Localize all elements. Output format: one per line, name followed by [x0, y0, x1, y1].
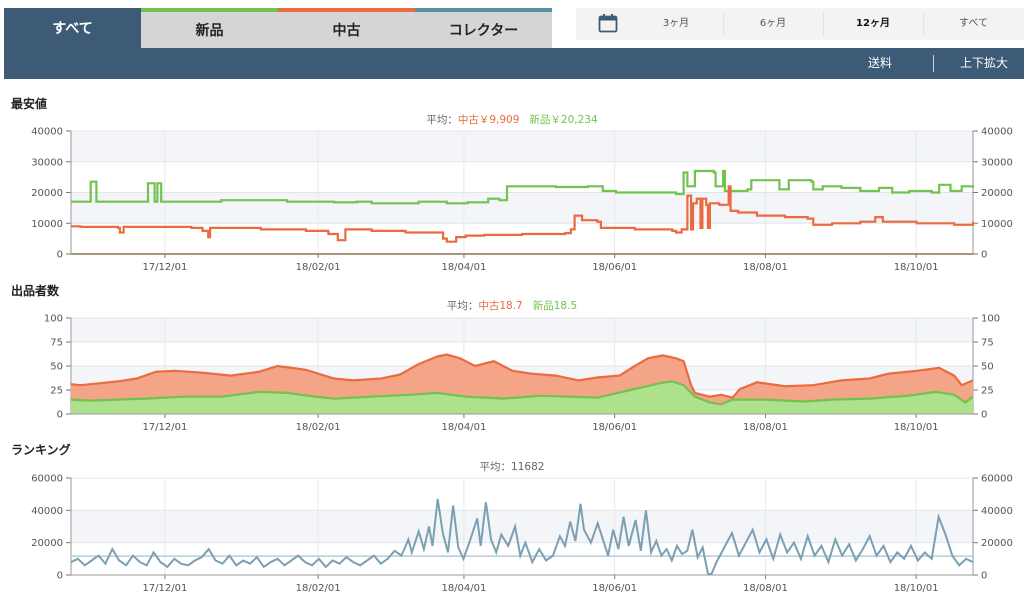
y-tick-label-right: 0 [981, 571, 987, 582]
x-tick-label: 18/08/01 [743, 583, 788, 594]
x-tick-label: 18/06/01 [592, 262, 637, 273]
x-tick-label: 18/08/01 [743, 262, 788, 273]
y-tick-label-left: 20000 [31, 188, 63, 199]
series-line-used [70, 353, 974, 399]
y-tick-label-left: 40000 [31, 506, 63, 517]
grid-band [71, 510, 973, 543]
y-tick-label-left: 50 [50, 362, 63, 373]
x-tick-label: 18/02/01 [296, 583, 341, 594]
price-average-used: 中古￥9,909 [457, 114, 520, 126]
y-tick-label-right: 40000 [981, 506, 1013, 517]
period-divider [923, 12, 924, 36]
chart-1: 0 0 25 25 50 50 75 75 100 100 17/12/01 18/02/01 18/0… [44, 314, 1000, 434]
y-tick-label-right: 20000 [981, 538, 1013, 549]
sellers-average: 平均：中古18.7 新品18.5 [0, 298, 1024, 313]
chart-2: 0 0 20000 20000 40000 40000 60000 60000 17/12/01… [31, 474, 1013, 595]
y-tick-label-left: 30000 [31, 157, 63, 168]
tab-1[interactable]: 新品 [141, 8, 278, 48]
x-tick-label: 17/12/01 [142, 583, 187, 594]
period-selector: 3ヶ月 6ヶ月 12ヶ月 すべて [576, 8, 1024, 40]
grid-band [71, 192, 973, 224]
price-average-new: 新品￥20,234 [529, 114, 598, 126]
x-tick-label: 18/10/01 [894, 422, 939, 433]
x-tick-label: 18/06/01 [592, 583, 637, 594]
y-tick-label-right: 50 [981, 362, 994, 373]
y-tick-label-left: 60000 [31, 474, 63, 485]
x-tick-label: 18/04/01 [441, 583, 486, 594]
y-tick-label-right: 100 [981, 314, 1000, 325]
y-tick-label-left: 25 [50, 386, 63, 397]
ranking-average-prefix: 平均： [479, 461, 512, 473]
x-tick-label: 18/10/01 [894, 583, 939, 594]
sellers-average-new: 新品18.5 [532, 300, 578, 312]
grid-band [71, 318, 973, 342]
x-tick-label: 18/04/01 [441, 262, 486, 273]
series-line-ranking [70, 498, 974, 576]
ranking-chart-title: ランキング [11, 443, 71, 457]
calendar-icon[interactable] [598, 13, 618, 33]
y-tick-label-left: 0 [57, 571, 63, 582]
tab-3[interactable]: コレクター [415, 8, 552, 48]
y-tick-label-right: 10000 [981, 219, 1013, 230]
y-tick-label-right: 60000 [981, 474, 1013, 485]
period-divider [823, 12, 824, 36]
price-average-prefix: 平均： [426, 114, 458, 126]
x-tick-label: 18/08/01 [743, 422, 788, 433]
period-divider [723, 12, 724, 36]
tab-2[interactable]: 中古 [278, 8, 415, 48]
y-tick-label-left: 20000 [31, 538, 63, 549]
y-tick-label-left: 10000 [31, 219, 63, 230]
x-tick-label: 18/02/01 [296, 422, 341, 433]
y-tick-label-right: 20000 [981, 188, 1013, 199]
options-bar: 送料 上下拡大 [4, 48, 1024, 79]
x-tick-label: 17/12/01 [142, 422, 187, 433]
x-tick-label: 18/04/01 [441, 422, 486, 433]
ranking-average-value: 11682 [511, 461, 545, 473]
y-tick-label-left: 40000 [31, 127, 63, 138]
x-tick-label: 17/12/01 [142, 262, 187, 273]
price-average: 平均：中古￥9,909 新品￥20,234 [0, 112, 1024, 127]
x-tick-label: 18/10/01 [894, 262, 939, 273]
options-divider [933, 55, 934, 72]
series-line-new [71, 169, 975, 205]
y-tick-label-right: 0 [981, 250, 987, 261]
sellers-average-prefix: 平均： [446, 300, 479, 312]
x-tick-label: 18/02/01 [296, 262, 341, 273]
x-tick-label: 18/06/01 [592, 422, 637, 433]
y-tick-label-right: 25 [981, 386, 994, 397]
series-line-new [70, 380, 974, 406]
ranking-average: 平均：11682 [0, 459, 1024, 474]
period-option-1[interactable]: 6ヶ月 [759, 18, 787, 29]
vertical-zoom-toggle[interactable]: 上下拡大 [960, 56, 1009, 70]
y-tick-label-left: 100 [44, 314, 63, 325]
tab-0[interactable]: すべて [4, 8, 141, 48]
price-chart-title: 最安値 [11, 97, 48, 111]
y-tick-label-right: 0 [981, 410, 987, 421]
sellers-average-used: 中古18.7 [478, 300, 523, 312]
sellers-chart-title: 出品者数 [11, 284, 60, 298]
category-tabs: すべて 新品 中古 コレクター [4, 8, 552, 48]
y-tick-label-left: 0 [57, 250, 63, 261]
y-tick-label-left: 0 [57, 410, 63, 421]
y-tick-label-right: 40000 [981, 127, 1013, 138]
series-line-used [71, 185, 975, 243]
y-tick-label-right: 30000 [981, 157, 1013, 168]
chart-0: 0 0 10000 10000 20000 20000 30000 30000 40000 400… [31, 127, 1013, 274]
period-option-0[interactable]: 3ヶ月 [662, 18, 690, 29]
period-option-3[interactable]: すべて [959, 18, 988, 29]
period-option-2[interactable]: 12ヶ月 [856, 18, 890, 29]
shipping-toggle[interactable]: 送料 [868, 56, 893, 70]
y-tick-label-right: 75 [981, 338, 994, 349]
y-tick-label-left: 75 [50, 338, 63, 349]
grid-band [71, 131, 973, 162]
